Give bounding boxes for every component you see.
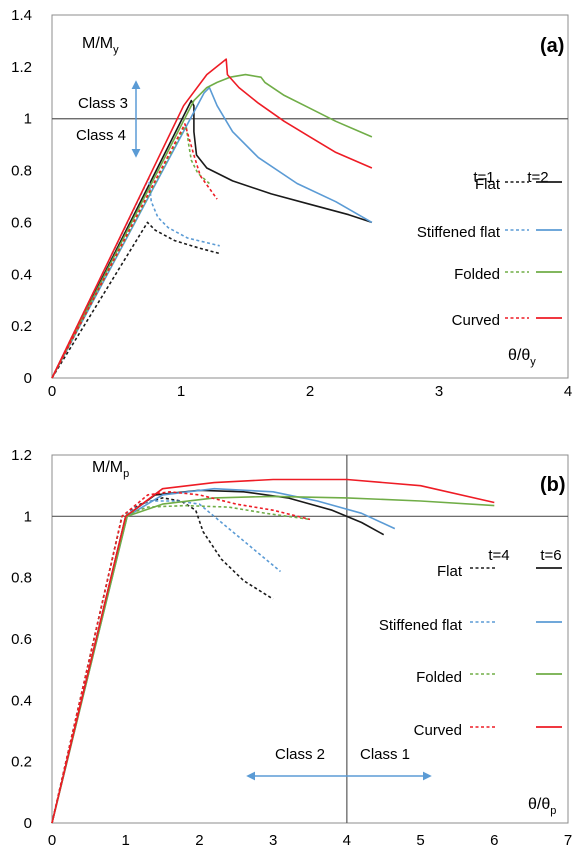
series-line-flat-t1 bbox=[51, 221, 220, 379]
x-tick-label: 1 bbox=[122, 832, 130, 849]
class-label-lower: Class 4 bbox=[76, 127, 126, 144]
y-axis-label: M/Mp bbox=[92, 459, 129, 480]
legend-header-right: t=6 bbox=[540, 547, 561, 564]
legend-label: Flat bbox=[437, 563, 463, 580]
legend-label: Folded bbox=[416, 669, 462, 686]
class-label-upper: Class 3 bbox=[78, 95, 128, 112]
series-line-stiffened-flat-t6 bbox=[51, 487, 396, 824]
series-line-folded-t2 bbox=[51, 73, 373, 379]
y-tick-label: 1 bbox=[24, 111, 32, 128]
series-line-stiffened-flat-t1 bbox=[51, 177, 220, 379]
series-line-curved-t2 bbox=[51, 58, 373, 379]
x-tick-label: 2 bbox=[195, 832, 203, 849]
legend-header-right: t=2 bbox=[527, 169, 548, 186]
y-axis-label-base: M/M bbox=[92, 459, 123, 476]
series-line-curved-t1 bbox=[51, 123, 218, 379]
series-line-curved-t6 bbox=[51, 478, 495, 824]
legend-header-left: t=1 bbox=[473, 169, 494, 186]
y-tick-label: 1.2 bbox=[11, 59, 32, 76]
y-tick-label: 0.6 bbox=[11, 631, 32, 648]
x-axis-label-base: θ/θ bbox=[528, 796, 550, 813]
x-tick-label: 0 bbox=[48, 383, 56, 400]
y-tick-label: 0.2 bbox=[11, 318, 32, 335]
legend-label: Stiffened flat bbox=[417, 224, 501, 241]
legend-label: Flat bbox=[475, 176, 501, 193]
plot-frame-b bbox=[51, 454, 569, 824]
y-tick-label: 0.8 bbox=[11, 570, 32, 587]
y-tick-label: 0.8 bbox=[11, 163, 32, 180]
y-axis-label: M/My bbox=[82, 35, 119, 56]
y-tick-label: 1.2 bbox=[11, 447, 32, 464]
y-tick-label: 0 bbox=[24, 815, 32, 832]
series-line-flat-t6 bbox=[51, 489, 385, 824]
series-line-folded-t1 bbox=[51, 125, 210, 379]
x-tick-label: 5 bbox=[416, 832, 424, 849]
class-label-right: Class 1 bbox=[360, 746, 410, 763]
class-label-left: Class 2 bbox=[275, 746, 325, 763]
x-axis-label-base: θ/θ bbox=[508, 347, 530, 364]
y-tick-label: 0.6 bbox=[11, 214, 32, 231]
chart-panel-a: 0 1 2 3 400.20.40.60.811.21.4M/Myθ/θy(a)Clas… bbox=[11, 7, 572, 400]
x-tick-label: 7 bbox=[564, 832, 572, 849]
legend-label: Curved bbox=[452, 312, 500, 329]
y-tick-label: 0.4 bbox=[11, 266, 32, 283]
x-tick-label: 6 bbox=[490, 832, 498, 849]
x-tick-label: 3 bbox=[435, 383, 443, 400]
plot-frame-a bbox=[51, 14, 569, 379]
y-axis-label-base: M/M bbox=[82, 35, 113, 52]
x-tick-label: 4 bbox=[343, 832, 351, 849]
x-axis-label-subscript: y bbox=[530, 356, 536, 368]
series-line-stiffened-flat-t2 bbox=[51, 86, 373, 379]
y-tick-label: 0.2 bbox=[11, 754, 32, 771]
series-line-flat-t4 bbox=[51, 497, 274, 824]
series-line-curved-t4 bbox=[51, 491, 311, 824]
y-tick-label: 0 bbox=[24, 370, 32, 387]
x-tick-label: 0 bbox=[48, 832, 56, 849]
x-axis-label: θ/θy bbox=[508, 347, 536, 368]
legend-label: Curved bbox=[414, 722, 462, 739]
y-tick-label: 1.4 bbox=[11, 7, 32, 24]
x-tick-label: 2 bbox=[306, 383, 314, 400]
x-tick-label: 4 bbox=[564, 383, 572, 400]
x-tick-label: 3 bbox=[269, 832, 277, 849]
panel-label: (b) bbox=[540, 474, 566, 496]
x-axis-label-subscript: p bbox=[550, 805, 556, 817]
legend-label: Stiffened flat bbox=[379, 617, 463, 634]
legend-label: Folded bbox=[454, 266, 500, 283]
x-axis-label: θ/θp bbox=[528, 796, 556, 817]
legend-header-left: t=4 bbox=[488, 547, 509, 564]
series-line-stiffened-flat-t4 bbox=[51, 500, 282, 824]
y-tick-label: 1 bbox=[24, 508, 32, 525]
series-line-folded-t6 bbox=[51, 495, 495, 824]
y-axis-label-subscript: p bbox=[123, 468, 129, 480]
y-axis-label-subscript: y bbox=[113, 44, 119, 56]
panel-label: (a) bbox=[540, 35, 564, 57]
chart-panel-b: 0 1 2 3 4 5 6 700.20.40.60.811.2M/Mpθ/θp(b)Clas… bbox=[11, 447, 572, 849]
x-tick-label: 1 bbox=[177, 383, 185, 400]
y-tick-label: 0.4 bbox=[11, 692, 32, 709]
